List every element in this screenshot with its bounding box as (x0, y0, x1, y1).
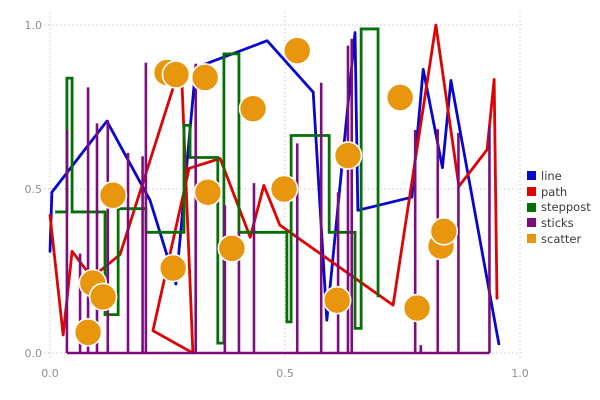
series-scatter-point (158, 253, 188, 283)
series-scatter-point (217, 234, 247, 263)
legend-label: steppost (541, 200, 591, 215)
series-steppost (55, 27, 380, 345)
legend-item-line: line (527, 168, 591, 184)
series-scatter-point (193, 177, 223, 207)
legend-swatch-icon (527, 171, 536, 181)
series-scatter-point (385, 83, 415, 112)
legend-swatch-icon (527, 202, 536, 212)
legend: line path steppost sticks scatter (527, 168, 591, 246)
legend-swatch-icon (527, 218, 536, 228)
series-scatter-point (333, 141, 363, 170)
x-tick-label: 1.0 (511, 367, 529, 380)
y-tick-label: 0.0 (24, 346, 43, 360)
y-tick-label: 1.0 (24, 18, 43, 32)
legend-item-sticks: sticks (527, 215, 591, 231)
series-scatter-point (429, 217, 459, 246)
legend-label: sticks (541, 215, 574, 230)
x-tick-label: 0.0 (41, 367, 59, 380)
legend-swatch-icon (527, 187, 536, 197)
series-scatter-point (322, 285, 352, 315)
legend-label: path (541, 184, 568, 199)
series-scatter-point (269, 174, 299, 204)
legend-label: scatter (541, 231, 582, 246)
series-scatter-point (98, 180, 128, 210)
series-scatter-point (161, 60, 191, 89)
legend-item-steppost: steppost (527, 199, 591, 215)
series-scatter-point (282, 36, 312, 65)
y-tick-label: 0.5 (24, 182, 43, 196)
legend-item-scatter: scatter (527, 231, 591, 247)
legend-swatch-icon (527, 234, 536, 244)
x-tick-label: 0.5 (276, 367, 294, 380)
legend-item-path: path (527, 184, 591, 200)
series-scatter-point (238, 94, 268, 123)
series-scatter-point (402, 293, 432, 323)
series-scatter-point (73, 318, 103, 347)
series-scatter-point (190, 63, 220, 92)
series-scatter-point (88, 282, 118, 312)
legend-label: line (541, 168, 562, 183)
